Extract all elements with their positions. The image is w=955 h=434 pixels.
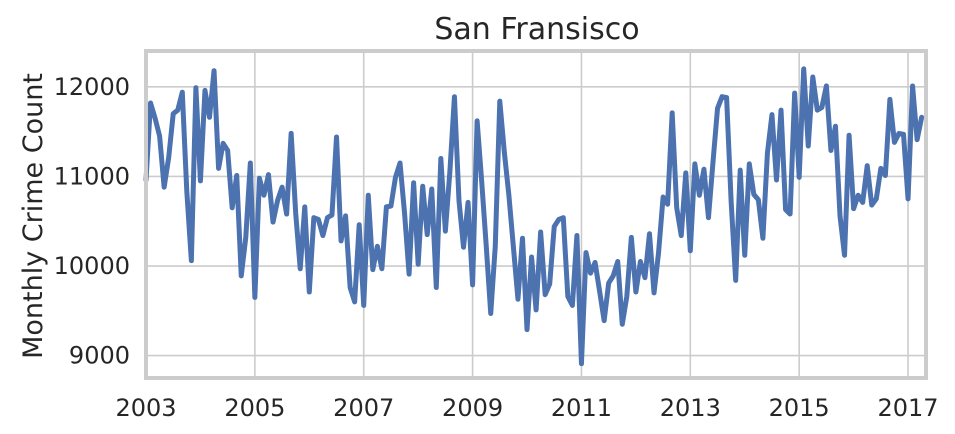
x-tick-label: 2009 <box>442 394 503 422</box>
x-tick-label: 2015 <box>769 394 830 422</box>
x-tick-label: 2005 <box>224 394 285 422</box>
x-tick-label: 2013 <box>660 394 721 422</box>
series-layer <box>143 66 925 367</box>
chart-title: San Fransisco <box>434 12 639 47</box>
plot-frame <box>144 49 928 380</box>
x-tick-label: 2007 <box>333 394 394 422</box>
x-tick-label: 2017 <box>877 394 938 422</box>
tick-labels: 2003 2005 2007 2009 2011 2013 2015 2017 9000 1000… <box>54 73 939 422</box>
y-tick-label: 10000 <box>54 252 130 280</box>
x-tick-label: 2011 <box>551 394 612 422</box>
x-tick-label: 2003 <box>115 394 176 422</box>
y-tick-label: 9000 <box>69 342 130 370</box>
series-line <box>143 66 925 367</box>
y-tick-label: 11000 <box>54 162 130 190</box>
y-axis-label: Monthly Crime Count <box>18 73 49 359</box>
y-tick-label: 12000 <box>54 73 130 101</box>
